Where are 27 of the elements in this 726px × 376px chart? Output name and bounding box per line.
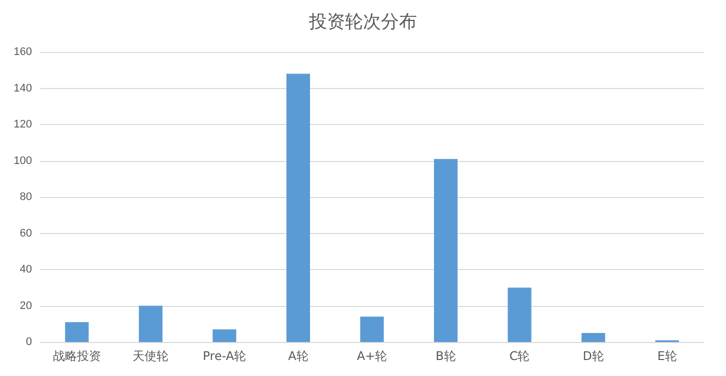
bar bbox=[360, 316, 384, 342]
y-tick-label: 0 bbox=[26, 336, 32, 348]
y-tick-label: 100 bbox=[14, 154, 32, 167]
bar bbox=[138, 306, 162, 342]
y-tick-label: 80 bbox=[20, 191, 32, 203]
x-tick-label: B轮 bbox=[436, 349, 456, 363]
x-tick-label: E轮 bbox=[657, 349, 677, 363]
bar bbox=[65, 322, 89, 342]
y-tick-label: 20 bbox=[20, 300, 32, 312]
bar bbox=[434, 158, 458, 342]
y-tick-label: 120 bbox=[14, 118, 32, 130]
y-tick-label: 140 bbox=[14, 82, 32, 94]
y-tick-label: 40 bbox=[20, 264, 32, 276]
x-tick-label: Pre-A轮 bbox=[202, 349, 246, 363]
y-tick-label: 60 bbox=[20, 227, 32, 240]
y-tick-label: 160 bbox=[14, 46, 32, 58]
bar bbox=[582, 332, 606, 342]
x-tick-label: 战略投资 bbox=[52, 349, 101, 363]
bar bbox=[286, 74, 310, 342]
x-tick-label: 天使轮 bbox=[132, 349, 169, 363]
bar bbox=[508, 288, 532, 342]
chart-title: 投资轮次分布 bbox=[308, 12, 417, 32]
x-tick-label: D轮 bbox=[582, 349, 604, 363]
x-tick-label: A轮 bbox=[288, 349, 308, 363]
bar bbox=[212, 329, 236, 342]
x-tick-label: A+轮 bbox=[356, 349, 388, 363]
x-tick-label: C轮 bbox=[509, 349, 530, 363]
